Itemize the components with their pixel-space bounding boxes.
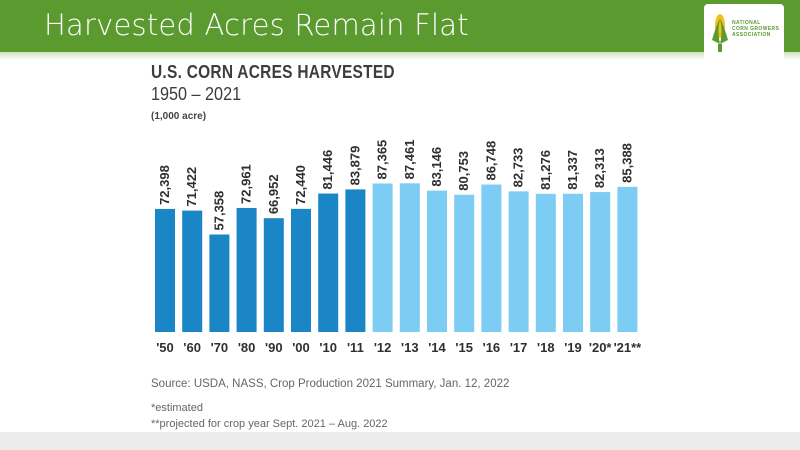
bar-10 [427,190,447,332]
value-label-5: 72,440 [293,165,308,205]
category-label-13: '17 [510,340,528,355]
bar-5 [291,208,311,332]
value-label-10: 83,146 [429,147,444,187]
category-label-16: '20* [589,340,613,355]
value-label-2: 57,358 [211,191,226,231]
category-label-14: '18 [537,340,555,355]
slide-header: Harvested Acres Remain Flat [0,0,800,52]
chart-subtitle: 1950 – 2021 [151,84,242,104]
value-label-14: 81,276 [538,150,553,190]
bottom-band [0,432,800,450]
category-label-15: '19 [564,340,582,355]
category-label-7: '11 [347,340,364,355]
category-label-10: '14 [428,340,446,355]
estimated-note: *estimated [151,402,203,414]
bar-14 [535,193,556,332]
bar-4 [263,218,284,332]
category-label-5: '00 [292,340,310,355]
bar-2 [209,234,230,332]
value-label-17: 85,388 [619,143,634,183]
bar-6 [318,193,339,332]
value-label-4: 66,952 [266,174,281,214]
category-label-6: '10 [319,340,337,355]
ncga-logo: NATIONAL CORN GROWERS ASSOCIATION [704,4,784,62]
category-label-9: '13 [401,340,419,355]
bar-0 [155,208,175,332]
value-label-3: 72,961 [239,164,254,204]
bar-3 [236,207,257,332]
category-label-11: '15 [455,340,473,355]
bar-16 [590,192,611,332]
value-label-13: 82,733 [511,148,526,188]
chart-unit: (1,000 acre) [151,111,207,122]
value-label-9: 87,461 [402,140,417,180]
category-label-17: '21** [614,340,643,355]
bar-15 [563,193,583,332]
category-label-0: '50 [156,340,174,355]
bar-9 [399,183,420,332]
value-label-7: 83,879 [347,146,362,186]
bar-17 [617,186,638,332]
value-label-6: 81,446 [320,150,335,190]
bar-8 [372,183,393,332]
category-label-1: '60 [183,340,201,355]
category-label-3: '80 [238,340,256,355]
logo-text: NATIONAL CORN GROWERS ASSOCIATION [732,20,780,38]
bar-1 [182,210,203,332]
category-label-2: '70 [211,340,229,355]
chart-title: U.S. CORN ACRES HARVESTED [151,62,395,82]
category-label-8: '12 [374,340,392,355]
bar-7 [345,189,366,332]
value-label-0: 72,398 [157,165,172,205]
corn-icon [712,14,728,52]
bar-12 [481,184,502,332]
bar-13 [508,191,529,332]
value-label-1: 71,422 [184,167,199,207]
category-label-12: '16 [483,340,501,355]
bar-11 [454,194,475,332]
value-label-16: 82,313 [592,148,607,188]
source-note: Source: USDA, NASS, Crop Production 2021… [151,378,510,390]
header-gradient [0,52,800,60]
value-label-8: 87,365 [375,140,390,180]
category-label-4: '90 [265,340,283,355]
projected-note: **projected for crop year Sept. 2021 – A… [151,418,388,430]
value-label-12: 86,748 [483,141,498,181]
slide-title: Harvested Acres Remain Flat [44,8,469,42]
value-label-11: 80,753 [456,151,471,191]
value-label-15: 81,337 [565,150,580,190]
